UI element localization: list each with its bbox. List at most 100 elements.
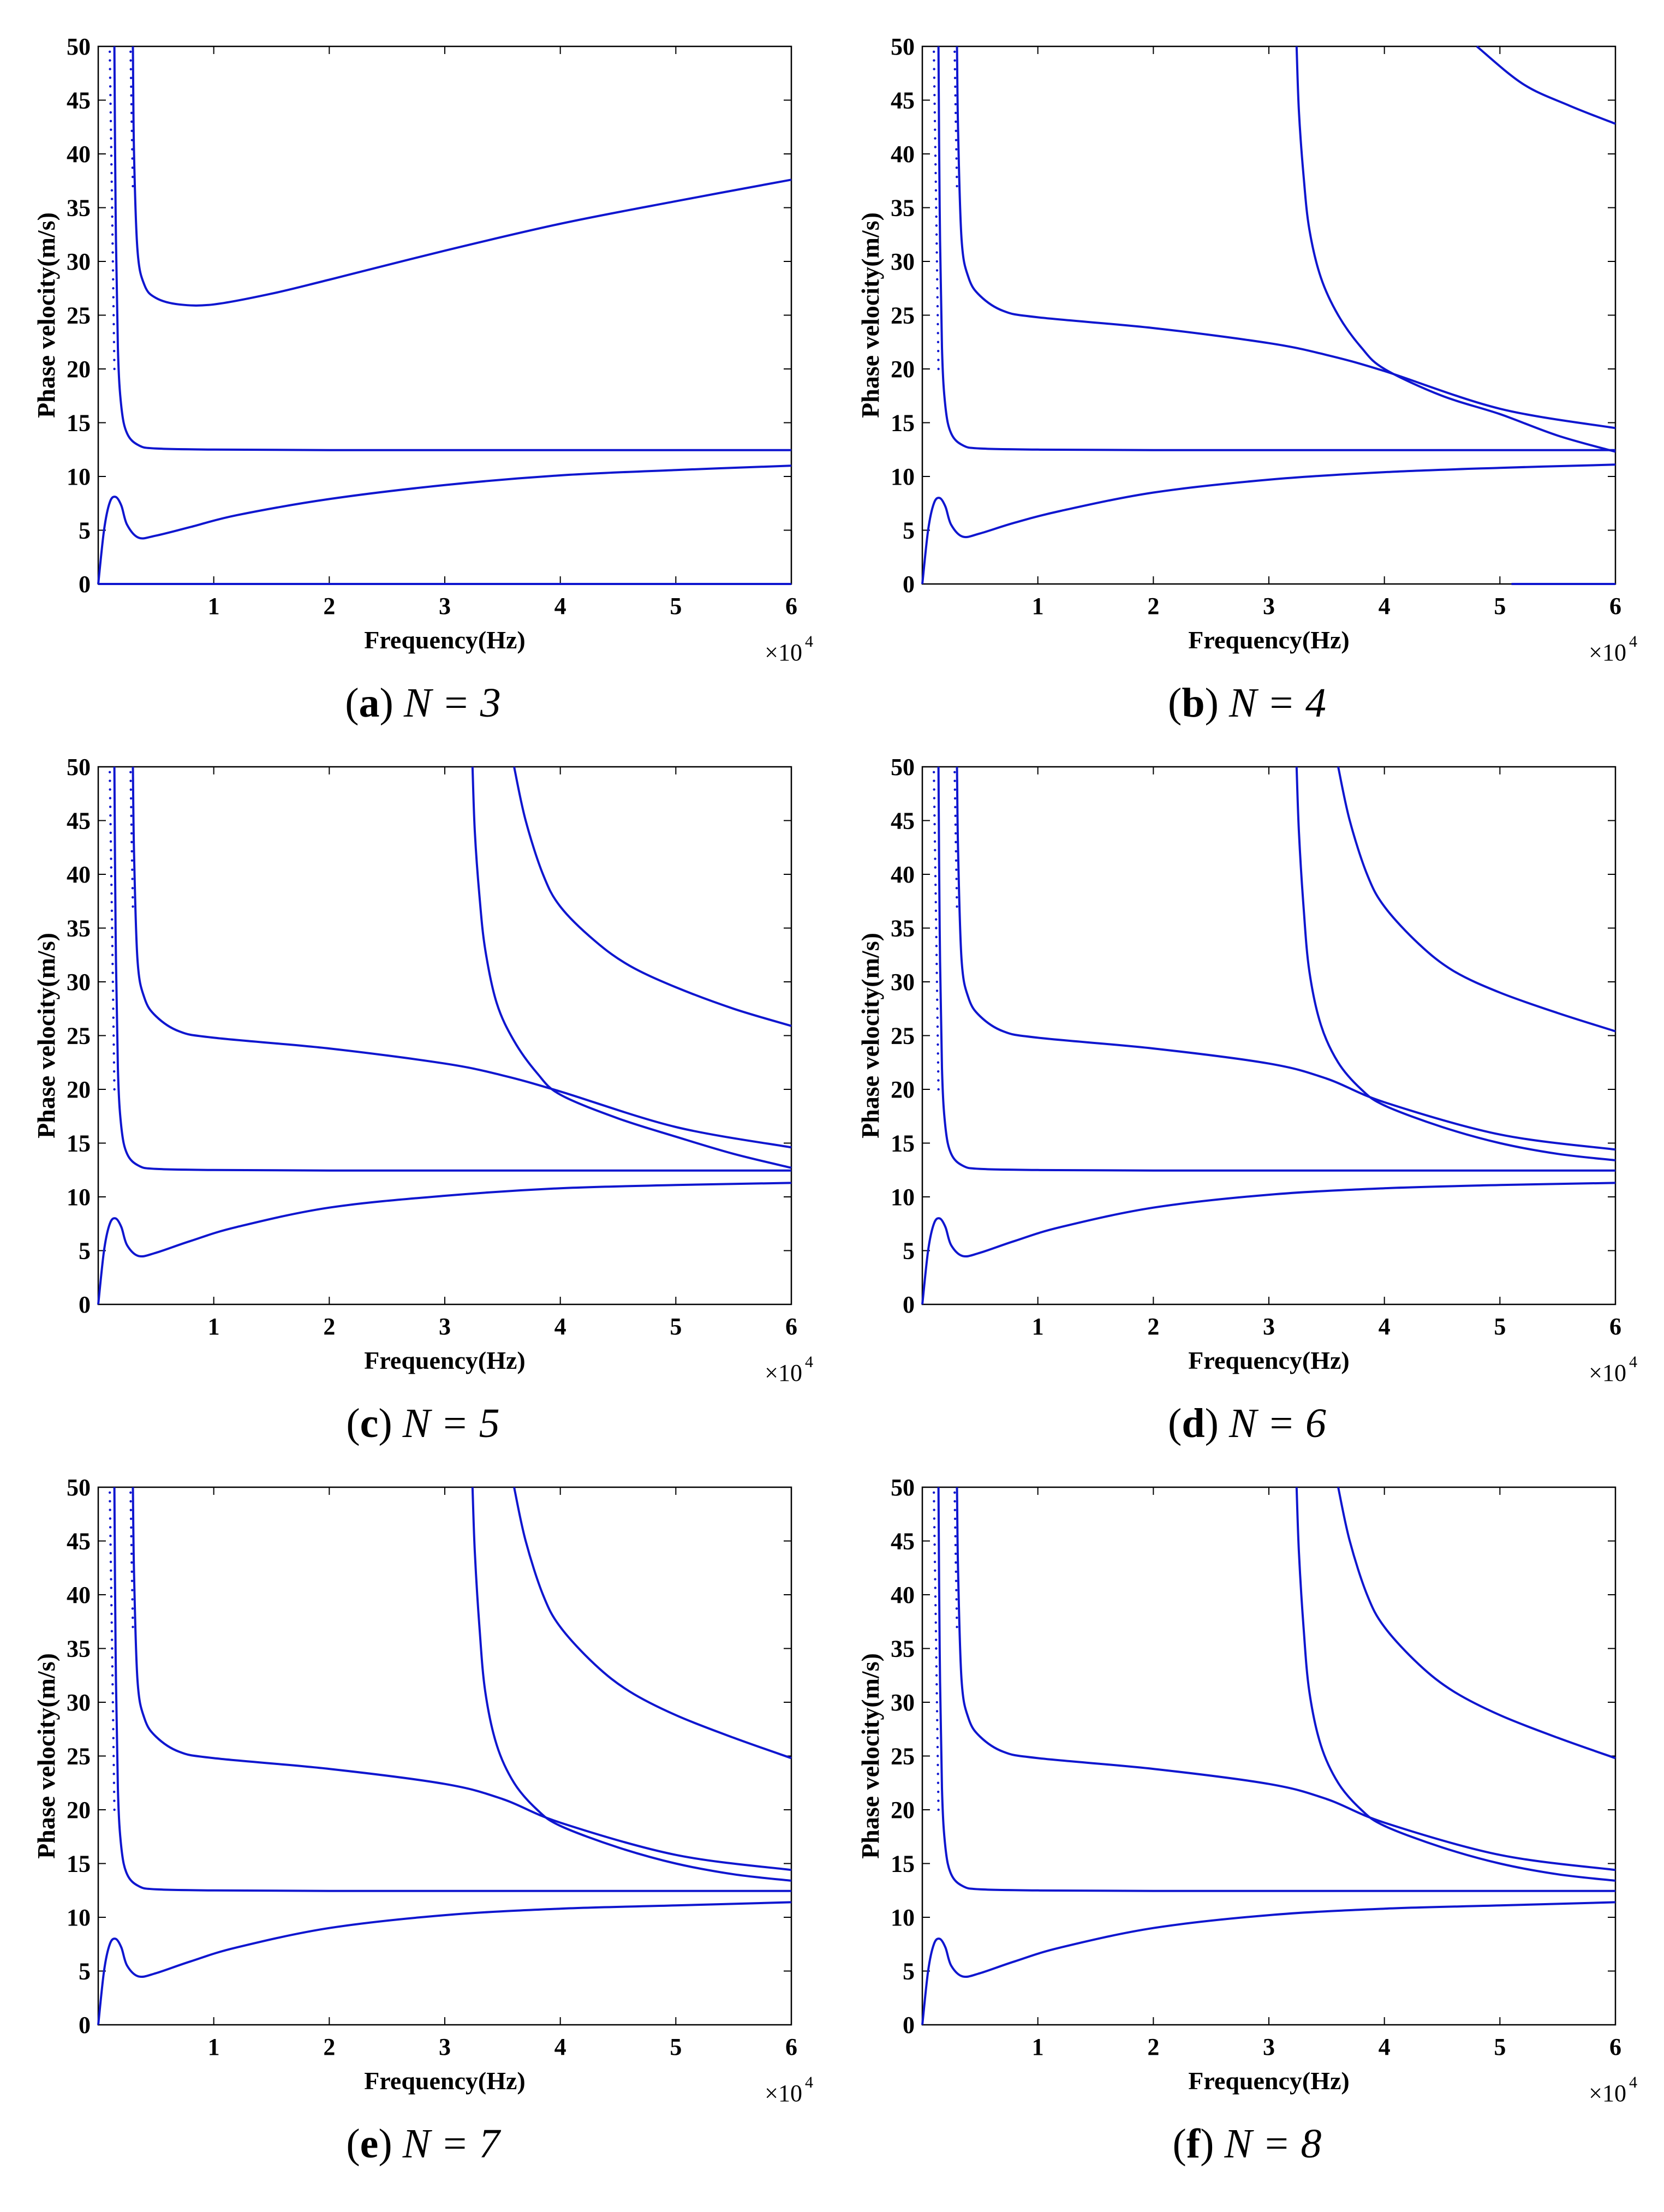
series-dotted-1-dot xyxy=(933,1534,936,1537)
x-tick-label: 5 xyxy=(1494,1313,1506,1340)
y-tick-label: 10 xyxy=(891,1904,915,1931)
series-dotted-2-dot xyxy=(129,788,132,791)
series-dotted-2-dot xyxy=(955,176,958,178)
series-branch-3 xyxy=(132,1487,792,1871)
series-branch-5 xyxy=(513,1487,792,1760)
series-dotted-1-dot xyxy=(113,1088,116,1091)
series-dotted-1-dot xyxy=(936,998,939,1001)
series-dotted-2-dot xyxy=(130,1535,133,1538)
series-branch-1 xyxy=(97,1182,792,1305)
x-tick-label: 6 xyxy=(785,1313,797,1340)
series-dotted-1-dot xyxy=(933,120,937,123)
series-dotted-1-dot xyxy=(112,349,116,353)
series-dotted-1-dot xyxy=(935,260,939,263)
x-tick-label: 2 xyxy=(323,593,335,619)
y-tick-label: 15 xyxy=(891,410,915,437)
series-dotted-1-dot xyxy=(111,1647,114,1650)
series-branch-2 xyxy=(937,1487,1615,1892)
series-dotted-2-dot xyxy=(130,814,133,818)
series-dotted-2-dot xyxy=(131,1589,134,1591)
series-branch-1 xyxy=(921,1182,1616,1305)
series-dotted-2-dot xyxy=(131,157,134,160)
series-dotted-1-dot xyxy=(108,1491,111,1494)
x-tick-label: 1 xyxy=(208,2034,220,2060)
series-dotted-1-dot xyxy=(111,980,115,983)
series-dotted-1-dot xyxy=(934,1587,937,1589)
series-dotted-1-dot xyxy=(109,111,112,114)
x-tick-label: 5 xyxy=(670,1313,682,1340)
y-tick-label: 35 xyxy=(67,195,91,222)
series-dotted-1-dot xyxy=(110,1603,113,1607)
series-dotted-2-dot xyxy=(130,859,134,862)
series-dotted-2-dot xyxy=(131,1607,134,1610)
x-multiplier: ×10 xyxy=(1589,639,1626,666)
series-dotted-1-dot xyxy=(112,1790,116,1793)
series-dotted-2-dot xyxy=(130,120,133,123)
series-dotted-1-dot xyxy=(110,128,112,131)
y-tick-label: 5 xyxy=(79,517,91,544)
series-dotted-1-dot xyxy=(935,1701,939,1704)
series-dotted-1-dot xyxy=(934,128,937,131)
series-dotted-2-dot xyxy=(955,1561,957,1564)
series-dotted-1-dot xyxy=(110,866,112,869)
y-tick-label: 45 xyxy=(67,87,91,114)
series-dotted-1-dot xyxy=(109,831,112,834)
series-dotted-1-dot xyxy=(110,146,112,148)
series-dotted-1-dot xyxy=(937,1799,940,1802)
series-dotted-1-dot xyxy=(111,962,114,965)
x-axis-title: Frequency(Hz) xyxy=(1188,626,1350,654)
series-branch-5 xyxy=(513,766,792,1027)
x-tick-label: 1 xyxy=(208,1313,220,1340)
series-dotted-1-dot xyxy=(932,50,935,53)
series-dotted-2-dot xyxy=(956,184,958,188)
series-dotted-2-dot xyxy=(955,859,958,862)
series-dotted-1-dot xyxy=(109,1517,112,1520)
x-tick-label: 2 xyxy=(1147,1313,1159,1340)
y-axis-title: Phase velocity(m/s) xyxy=(856,1653,884,1859)
series-dotted-1-dot xyxy=(937,1088,940,1091)
series-dotted-2-dot xyxy=(130,129,133,132)
series-dotted-1-dot xyxy=(113,1808,116,1811)
series-dotted-2-dot xyxy=(130,1561,133,1564)
series-dotted-1-dot xyxy=(936,1737,939,1739)
y-tick-label: 30 xyxy=(891,1689,915,1716)
series-dotted-1-dot xyxy=(109,806,112,808)
series-dotted-1-dot xyxy=(933,102,936,105)
plot-frame xyxy=(921,766,1617,1305)
series-dotted-2-dot xyxy=(130,94,133,97)
series-dotted-1-dot xyxy=(112,1728,115,1731)
series-dotted-2-dot xyxy=(955,868,958,871)
series-dotted-1-dot xyxy=(110,1595,113,1598)
y-tick-label: 15 xyxy=(67,1130,91,1157)
y-tick-label: 45 xyxy=(891,1528,915,1555)
series-dotted-1-dot xyxy=(110,189,114,192)
series-dotted-1-dot xyxy=(935,1665,938,1668)
series-dotted-1-dot xyxy=(110,901,113,904)
y-axis-title: Phase velocity(m/s) xyxy=(32,1653,60,1859)
series-dotted-1-dot xyxy=(110,875,113,878)
y-tick-label: 5 xyxy=(79,1958,91,1985)
series-dotted-2-dot xyxy=(131,878,134,880)
series-dotted-2-dot xyxy=(954,814,957,818)
series-dotted-1-dot xyxy=(936,1745,939,1749)
x-multiplier-exponent: 4 xyxy=(805,1353,813,1371)
series-dotted-1-dot xyxy=(934,892,937,895)
y-tick-label: 0 xyxy=(903,571,915,598)
series-dotted-2-dot xyxy=(130,850,133,852)
series-dotted-1-dot xyxy=(110,1612,113,1615)
series-dotted-1-dot xyxy=(933,840,937,843)
y-tick-label: 30 xyxy=(67,969,91,995)
y-tick-label: 0 xyxy=(79,571,91,598)
y-tick-label: 20 xyxy=(67,1797,91,1823)
x-multiplier-exponent: 4 xyxy=(1629,1353,1637,1371)
y-tick-label: 15 xyxy=(67,1851,91,1877)
y-tick-label: 45 xyxy=(67,1528,91,1555)
y-tick-label: 0 xyxy=(79,2012,91,2038)
series-dotted-2-dot xyxy=(955,850,957,852)
x-tick-label: 2 xyxy=(323,1313,335,1340)
y-tick-label: 20 xyxy=(891,356,915,383)
series-dotted-1-dot xyxy=(112,1070,116,1073)
series-dotted-1-dot xyxy=(934,137,937,140)
series-dotted-1-dot xyxy=(933,831,937,834)
